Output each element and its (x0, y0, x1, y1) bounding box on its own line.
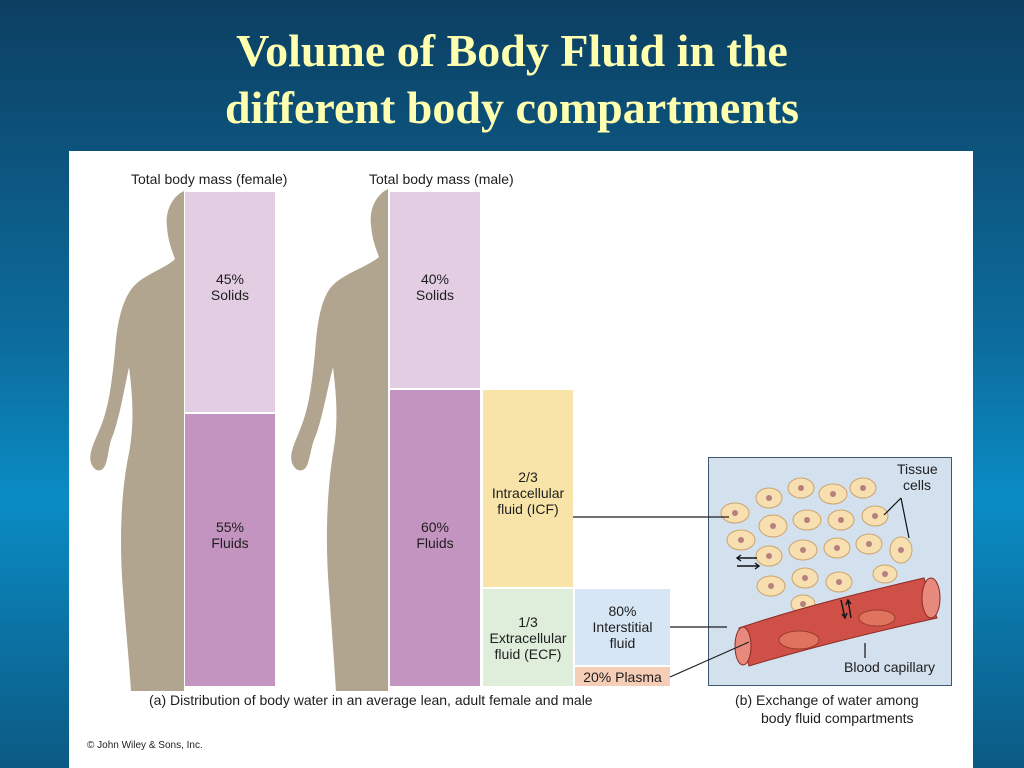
tissue-capillary-illustration (720, 477, 941, 667)
male-fluids-label: Fluids (416, 535, 454, 551)
ecf-fraction: 1/3 (518, 614, 538, 630)
female-solids-bar: 45% Solids (185, 192, 275, 412)
female-header: Total body mass (female) (131, 171, 288, 187)
tissue-cells-label-2: cells (903, 477, 932, 493)
slide-title-line-2: different body compartments (224, 82, 800, 133)
plasma-bar: 20% Plasma (575, 667, 670, 686)
blood-capillary-icon (734, 577, 941, 667)
slide-title: Volume of Body Fluid in the different bo… (0, 22, 1024, 136)
caption-b-line-2: body fluid compartments (761, 710, 914, 726)
icf-bar: 2/3 Intracellular fluid (ICF) (483, 390, 573, 587)
female-solids-label: Solids (210, 287, 250, 303)
blood-capillary-label: Blood capillary (844, 659, 936, 675)
panel-b: Tissue cells Blood capillary (708, 457, 952, 686)
interstitial-line-1: Interstitial (592, 619, 653, 635)
male-fluids-bar: 60% Fluids (390, 390, 480, 686)
male-solids-label: Solids (415, 287, 455, 303)
copyright-notice: © John Wiley & Sons, Inc. (87, 740, 203, 751)
male-header: Total body mass (male) (369, 171, 514, 187)
female-fluids-pct: 55% (215, 519, 245, 535)
body-fluid-figure: Total body mass (female) 45% Solids 55% … (69, 151, 973, 768)
female-solids-pct: 45% (215, 271, 245, 287)
caption-b-line-1: (b) Exchange of water among (735, 692, 919, 708)
ecf-bar: 1/3 Extracellular fluid (ECF) (483, 589, 573, 686)
caption-a: (a) Distribution of body water in an ave… (149, 692, 593, 708)
interstitial-line-2: fluid (609, 635, 636, 651)
female-silhouette-icon (90, 191, 184, 691)
male-solids-pct: 40% (420, 271, 450, 287)
plasma-label: 20% Plasma (583, 669, 662, 685)
male-solids-bar: 40% Solids (390, 192, 480, 388)
tissue-cells-label-1: Tissue (897, 461, 938, 477)
icf-line-2: fluid (ICF) (497, 501, 559, 517)
female-fluids-bar: 55% Fluids (185, 414, 275, 686)
male-fluids-pct: 60% (420, 519, 450, 535)
icf-fraction: 2/3 (518, 469, 538, 485)
icf-line-1: Intracellular (491, 485, 565, 501)
female-fluids-label: Fluids (211, 535, 249, 551)
interstitial-bar: 80% Interstitial fluid (575, 589, 670, 665)
ecf-line-1: Extracellular (489, 630, 567, 646)
male-silhouette-icon (291, 189, 388, 691)
slide-title-line-1: Volume of Body Fluid in the (236, 25, 788, 76)
ecf-line-2: fluid (ECF) (494, 646, 562, 662)
interstitial-pct: 80% (608, 603, 637, 619)
